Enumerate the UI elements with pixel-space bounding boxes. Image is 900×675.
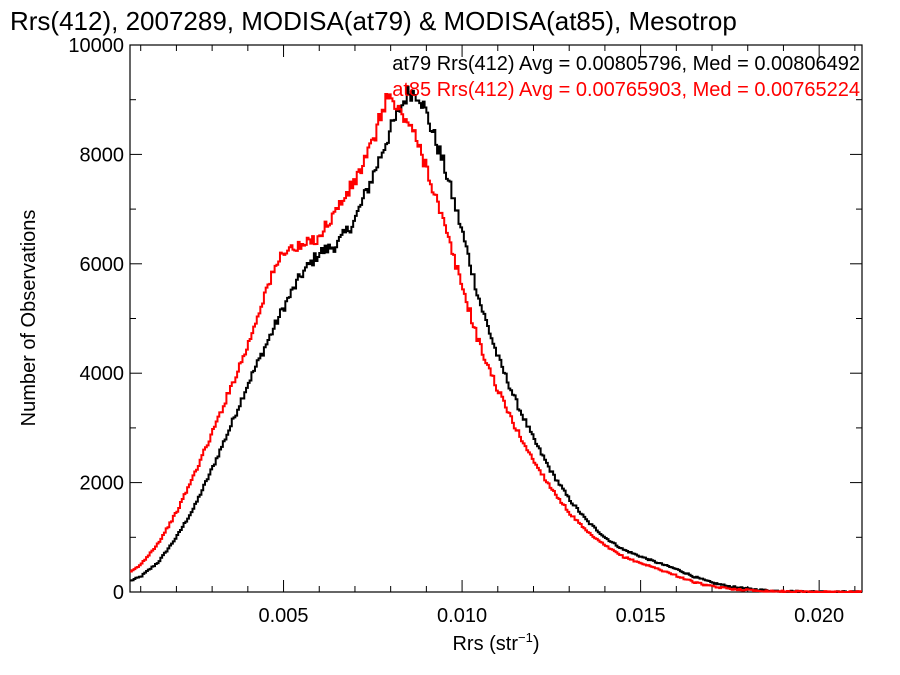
x-tick-label-2: 0.015	[616, 605, 666, 627]
x-axis-label: Rrs (str−1)	[452, 630, 539, 655]
x-tick-label-0: 0.005	[259, 605, 309, 627]
x-axis-label-suffix: )	[533, 633, 540, 655]
y-axis-label: Number of Observations	[18, 210, 40, 427]
annotation-at85: at85 Rrs(412) Avg = 0.00765903, Med = 0.…	[392, 79, 860, 101]
series-group	[130, 85, 862, 593]
y-tick-label-3: 6000	[80, 254, 125, 276]
x-tick-label-1: 0.010	[437, 605, 487, 627]
series-line-0	[130, 85, 862, 593]
x-axis-label-main: Rrs (str	[452, 633, 518, 655]
x-tick-label-3: 0.020	[794, 605, 844, 627]
y-tick-label-1: 2000	[80, 473, 125, 495]
series-line-1	[130, 92, 862, 593]
plot-frame	[129, 44, 863, 593]
x-axis-label-superscript: −1	[518, 630, 533, 645]
y-tick-label-2: 4000	[80, 363, 125, 385]
x-axis: 0.005 0.010 0.015 0.020	[140, 45, 856, 627]
chart-title: Rrs(412), 2007289, MODISA(at79) & MODISA…	[10, 6, 737, 36]
y-tick-label-0: 0	[113, 582, 124, 604]
y-axis: 0 2000 4000 6000 8000 10000	[68, 35, 862, 604]
y-tick-label-4: 8000	[80, 144, 125, 166]
y-tick-label-5: 10000	[68, 35, 124, 57]
annotation-at79: at79 Rrs(412) Avg = 0.00805796, Med = 0.…	[392, 53, 860, 75]
